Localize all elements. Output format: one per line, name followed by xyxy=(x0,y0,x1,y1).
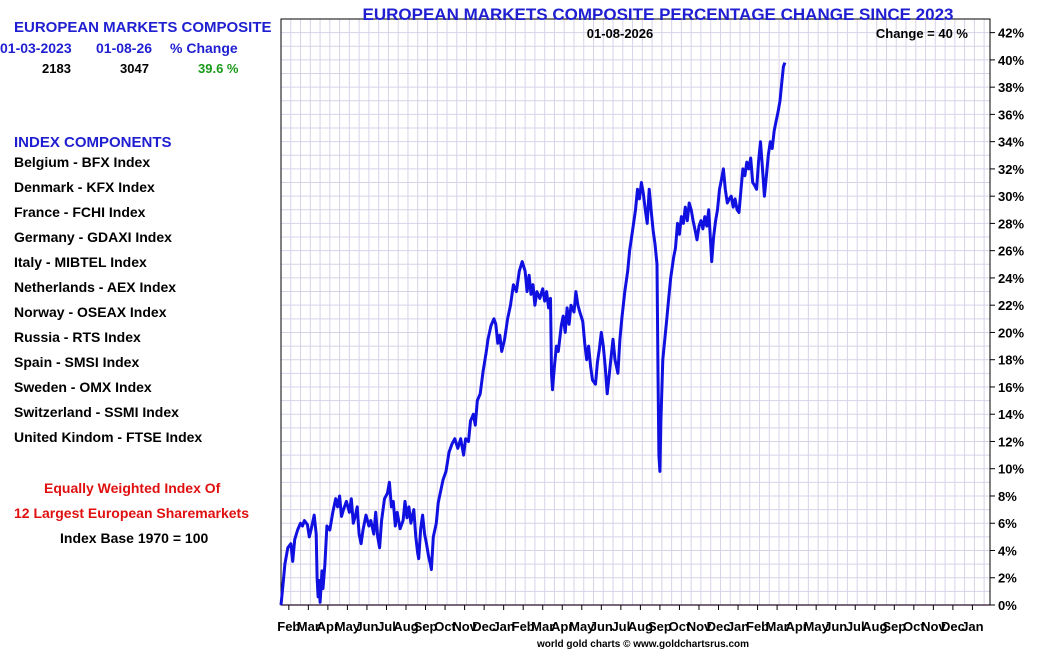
x-tick-label: Jul xyxy=(846,619,865,634)
summary-start-value: 2183 xyxy=(42,61,71,76)
x-tick-label: Apr xyxy=(551,619,573,634)
component-item: Russia - RTS Index xyxy=(14,329,141,345)
x-tick-label: Jul xyxy=(611,619,630,634)
x-tick-label: Oct xyxy=(434,619,456,634)
x-tick-label: May xyxy=(335,619,361,634)
y-tick-label: 26% xyxy=(998,244,1024,259)
y-tick-label: 22% xyxy=(998,298,1024,313)
x-tick-label: Sep xyxy=(882,619,906,634)
chart-grid xyxy=(281,18,990,605)
summary-header-start-date: 01-03-2023 xyxy=(0,40,72,56)
series-line xyxy=(279,62,787,606)
x-tick-label: May xyxy=(804,619,830,634)
y-tick-label: 42% xyxy=(998,26,1024,41)
y-tick-label: 6% xyxy=(998,516,1017,531)
x-tick-label: Nov xyxy=(687,619,712,634)
x-tick-label: Nov xyxy=(452,619,477,634)
x-tick-label: Sep xyxy=(414,619,438,634)
component-item: Belgium - BFX Index xyxy=(14,154,151,170)
y-tick-label: 36% xyxy=(998,107,1024,122)
component-item: Italy - MIBTEL Index xyxy=(14,254,147,270)
summary-header-end-date: 01-08-26 xyxy=(96,40,153,56)
y-tick-label: 12% xyxy=(998,434,1024,449)
x-tick-label: Mar xyxy=(297,619,320,634)
note-line-1: Equally Weighted Index Of xyxy=(44,480,221,496)
x-tick-label: Mar xyxy=(531,619,554,634)
component-item: Denmark - KFX Index xyxy=(14,179,155,195)
note-line-3: Index Base 1970 = 100 xyxy=(60,530,209,546)
component-item: Netherlands - AEX Index xyxy=(14,279,177,295)
components-title: INDEX COMPONENTS xyxy=(14,134,172,151)
x-tick-label: Feb xyxy=(277,619,300,634)
x-tick-label: Feb xyxy=(746,619,769,634)
components-list: Belgium - BFX Index Denmark - KFX Index … xyxy=(14,154,202,454)
component-item: Switzerland - SSMI Index xyxy=(14,404,179,420)
summary-change-value: 39.6 % xyxy=(198,61,239,76)
component-item: France - FCHI Index xyxy=(14,204,146,220)
y-tick-label: 4% xyxy=(998,543,1017,558)
summary-header-change: % Change xyxy=(170,40,238,56)
x-tick-label: Dec xyxy=(472,619,496,634)
summary-end-value: 3047 xyxy=(120,61,149,76)
x-tick-label: Oct xyxy=(903,619,925,634)
x-tick-label: Dec xyxy=(707,619,731,634)
component-item: Germany - GDAXI Index xyxy=(14,229,172,245)
note-line-2: 12 Largest European Sharemarkets xyxy=(14,505,249,521)
y-tick-label: 28% xyxy=(998,216,1024,231)
chart-title: EUROPEAN MARKETS COMPOSITE PERCENTAGE CH… xyxy=(363,5,954,24)
chart-footer: world gold charts © www.goldchartsrus.co… xyxy=(536,639,749,650)
x-tick-label: Aug xyxy=(628,619,653,634)
component-item: United Kindom - FTSE Index xyxy=(14,429,203,445)
y-tick-label: 14% xyxy=(998,407,1024,422)
x-tick-label: May xyxy=(569,619,595,634)
x-tick-label: Mar xyxy=(766,619,789,634)
x-tick-label: Apr xyxy=(317,619,339,634)
y-tick-label: 38% xyxy=(998,80,1024,95)
x-tick-label: Nov xyxy=(921,619,946,634)
y-tick-label: 30% xyxy=(998,189,1024,204)
x-tick-label: Feb xyxy=(512,619,535,634)
y-tick-label: 32% xyxy=(998,162,1024,177)
x-axis: FebMarAprMayJunJulAugSepOctNovDecJanFebM… xyxy=(277,605,984,634)
y-tick-label: 8% xyxy=(998,489,1017,504)
y-tick-label: 18% xyxy=(998,353,1024,368)
component-item: Norway - OSEAX Index xyxy=(14,304,167,320)
y-tick-label: 40% xyxy=(998,53,1024,68)
y-tick-label: 2% xyxy=(998,571,1017,586)
x-tick-label: Jun xyxy=(824,619,847,634)
x-tick-label: Aug xyxy=(393,619,418,634)
x-tick-label: Jan xyxy=(727,619,749,634)
y-tick-label: 34% xyxy=(998,135,1024,150)
x-tick-label: Sep xyxy=(648,619,672,634)
x-tick-label: Aug xyxy=(862,619,887,634)
component-item: Spain - SMSI Index xyxy=(14,354,140,370)
y-tick-label: 24% xyxy=(998,271,1024,286)
x-tick-label: Apr xyxy=(785,619,807,634)
summary-title: EUROPEAN MARKETS COMPOSITE xyxy=(14,19,272,36)
x-tick-label: Jun xyxy=(590,619,613,634)
component-item: Sweden - OMX Index xyxy=(14,379,152,395)
date-label: 01-08-2026 xyxy=(587,26,654,41)
x-tick-label: Jun xyxy=(355,619,378,634)
y-tick-label: 0% xyxy=(998,598,1017,613)
y-tick-label: 10% xyxy=(998,462,1024,477)
change-label: Change = 40 % xyxy=(876,26,969,41)
y-tick-label: 16% xyxy=(998,380,1024,395)
x-tick-label: Oct xyxy=(669,619,691,634)
x-tick-label: Dec xyxy=(941,619,965,634)
plot-frame xyxy=(280,18,991,606)
y-tick-label: 20% xyxy=(998,325,1024,340)
x-tick-label: Jan xyxy=(961,619,983,634)
y-axis: 0% 2% 4% 6% 8% 10% 12% 14% 16% 18% 20% 22% 24% 26% 28%… xyxy=(990,26,1024,613)
x-tick-label: Jan xyxy=(492,619,514,634)
x-tick-label: Jul xyxy=(377,619,396,634)
